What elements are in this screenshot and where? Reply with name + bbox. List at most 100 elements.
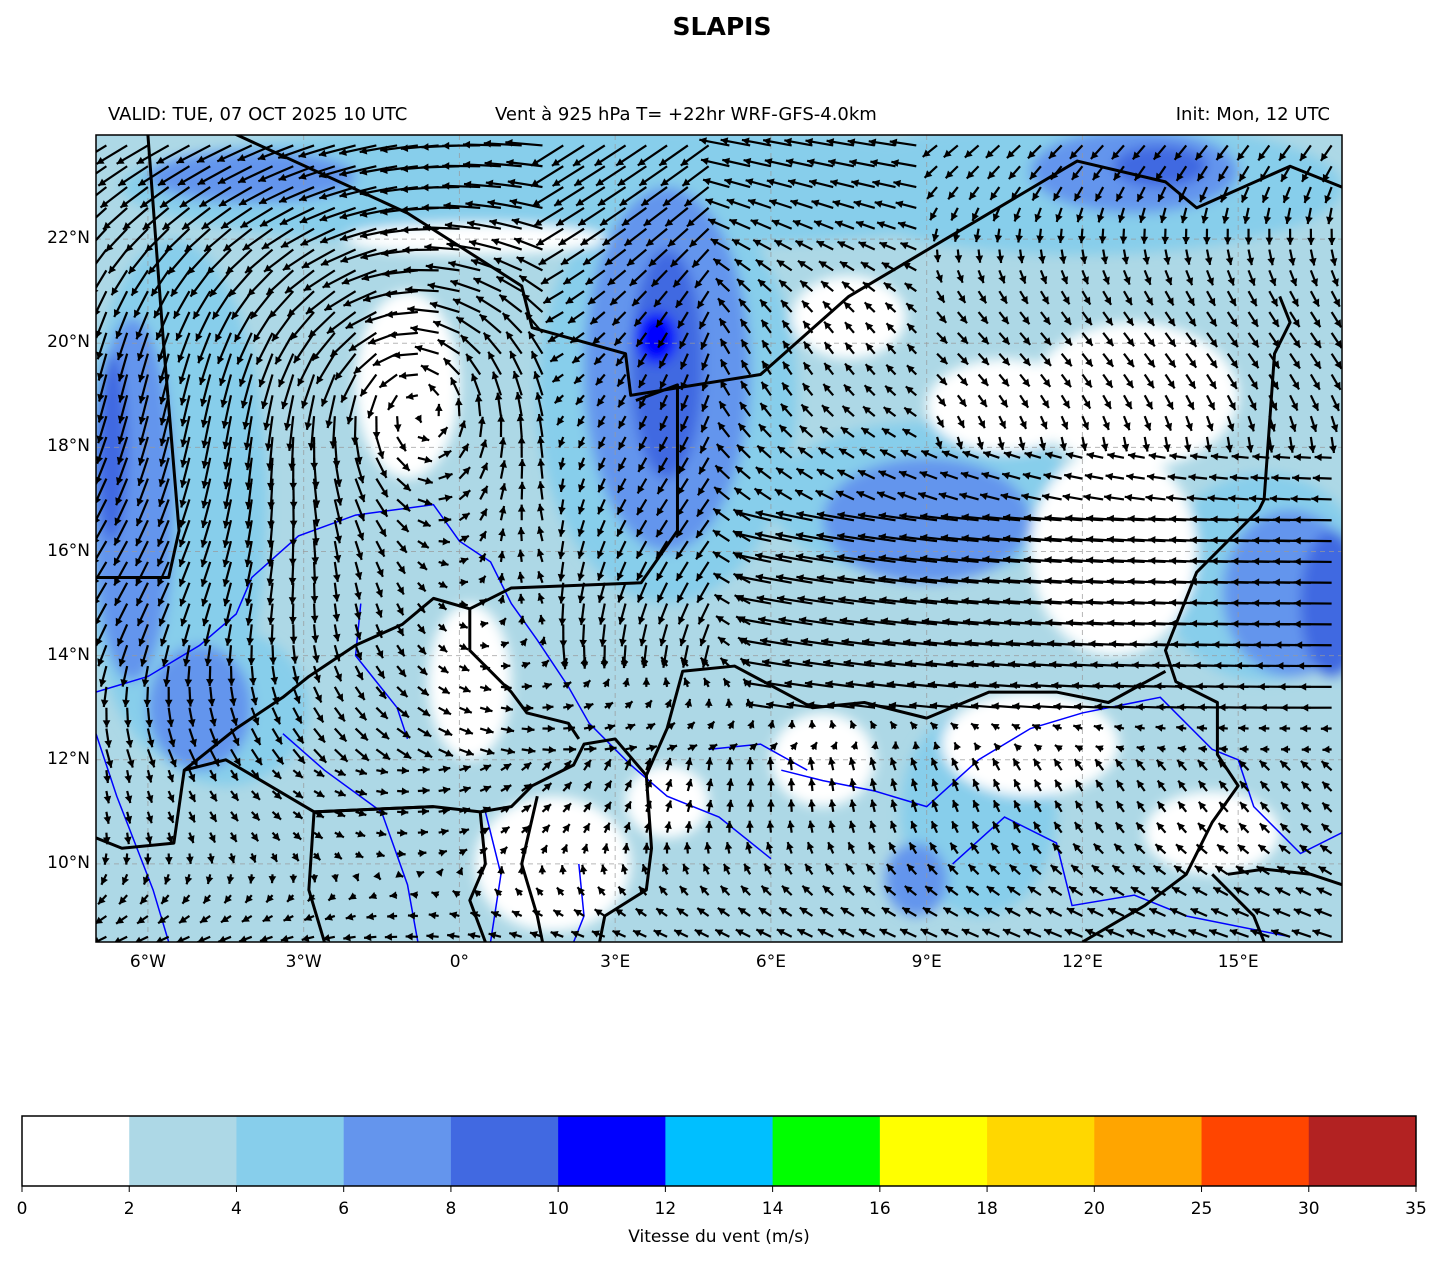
wind-arrow-head	[635, 908, 644, 916]
wind-arrow-head	[849, 799, 857, 808]
wind-arrow-head	[1065, 598, 1073, 606]
wind-arrow-head	[580, 657, 589, 665]
wind-arrow-head	[222, 501, 231, 509]
wind-arrow-head	[301, 400, 309, 409]
wind-arrow-head	[245, 894, 253, 903]
wind-arrow-head	[179, 200, 188, 208]
colorbar-tick-label: 14	[761, 1199, 784, 1219]
wind-arrow-head	[319, 214, 328, 222]
wind-arrow-head	[1312, 381, 1320, 390]
wind-arrow-head	[120, 200, 129, 208]
wind-arrow-head	[714, 594, 723, 602]
wind-arrow-head	[734, 487, 743, 496]
wind-arrow-head	[556, 887, 565, 896]
wind-arrow-head	[1218, 703, 1226, 712]
wind-arrow-head	[503, 763, 512, 771]
wind-arrow-head	[637, 507, 644, 516]
wind-arrow-head	[899, 470, 907, 478]
wind-arrow-head	[393, 424, 402, 432]
wind-arrow-head	[920, 533, 928, 542]
wind-arrow-head	[679, 886, 688, 894]
wind-arrow-head	[1192, 887, 1201, 895]
wind-arrow-head	[462, 467, 471, 475]
wind-arrow-head	[443, 516, 452, 524]
colorbar-tick-label: 10	[547, 1199, 569, 1219]
wind-arrow-head	[975, 255, 984, 263]
wind-arrow-head	[230, 772, 238, 781]
wind-arrow-head	[805, 863, 813, 872]
wind-arrow-shaft	[96, 498, 108, 523]
wind-arrow-head	[948, 191, 956, 200]
wind-arrow-head	[552, 374, 561, 382]
wind-arrow-head	[1137, 801, 1145, 810]
wind-arrow-head	[102, 720, 111, 728]
wind-arrow-head	[458, 420, 467, 429]
lat-tick-label: 20°N	[47, 332, 90, 353]
wind-arrow-head	[339, 754, 348, 762]
wind-arrow-head	[658, 616, 666, 625]
wind-arrow-head	[285, 285, 294, 294]
wind-arrow-head	[503, 785, 512, 792]
wind-arrow-head	[160, 200, 169, 208]
wind-arrow-head	[636, 528, 644, 537]
wind-arrow-head	[758, 616, 766, 624]
wind-arrow-head	[417, 604, 425, 613]
wind-arrow-head	[1033, 758, 1041, 767]
wind-arrow-head	[396, 586, 404, 595]
wind-arrow-head	[459, 621, 468, 629]
wind-arrow-head	[229, 833, 237, 842]
wind-arrow-head	[1127, 577, 1135, 586]
wind-arrow-head	[699, 137, 707, 145]
lon-tick-label: 15°E	[1217, 952, 1259, 972]
wind-arrow-head	[666, 722, 675, 731]
wind-arrow-head	[954, 255, 963, 263]
wind-arrow-head	[201, 500, 209, 509]
wind-arrow-head	[1250, 473, 1258, 482]
wind-arrow-head	[739, 637, 748, 645]
wind-arrow-head	[1169, 557, 1177, 565]
wind-arrow-head	[656, 572, 664, 581]
wind-arrow-head	[1001, 378, 1009, 387]
wind-arrow-head	[705, 821, 713, 829]
wind-arrow-head	[440, 828, 449, 836]
wind-arrow-head	[919, 470, 928, 479]
wind-arrow-head	[676, 572, 684, 581]
wind-arrow-head	[966, 886, 975, 894]
wind-arrow-head	[142, 222, 151, 230]
speed-region	[474, 796, 631, 932]
wind-arrow-head	[318, 754, 327, 763]
wind-arrow-head	[795, 489, 804, 497]
wind-arrow-head	[697, 487, 705, 496]
wind-arrow-head	[1299, 845, 1308, 853]
wind-arrow-head	[536, 548, 545, 557]
wind-arrow-head	[254, 757, 262, 766]
wind-arrow-head	[803, 321, 811, 329]
wind-arrow-head	[311, 557, 320, 565]
wind-arrow-head	[522, 805, 531, 813]
wind-arrow-head	[1045, 618, 1053, 627]
wind-arrow-head	[1059, 256, 1067, 264]
wind-arrow-head	[616, 550, 624, 559]
wind-arrow-head	[273, 811, 282, 820]
wind-arrow-head	[1169, 598, 1177, 607]
wind-arrow-head	[322, 280, 331, 288]
wind-arrow-head	[895, 200, 904, 209]
wind-arrow-head	[272, 832, 280, 841]
wind-arrow-head	[970, 842, 979, 851]
wind-arrow-head	[506, 158, 514, 167]
wind-arrow-head	[714, 487, 723, 495]
wind-arrow-head	[997, 442, 1005, 450]
wind-arrow-head	[622, 843, 630, 851]
colorbar-tick-label: 20	[1083, 1199, 1106, 1219]
wind-arrow-head	[676, 551, 684, 560]
wind-arrow-head	[96, 476, 103, 485]
wind-arrow-head	[186, 699, 194, 707]
wind-arrow-head	[546, 703, 554, 712]
wind-arrow-head	[906, 303, 915, 311]
wind-arrow-head	[538, 614, 546, 623]
wind-arrow-head	[1311, 402, 1319, 411]
wind-arrow-head	[1128, 907, 1137, 915]
wind-arrow-head	[1001, 336, 1010, 345]
wind-arrow-head	[1281, 802, 1289, 811]
wind-arrow-head	[385, 310, 393, 319]
